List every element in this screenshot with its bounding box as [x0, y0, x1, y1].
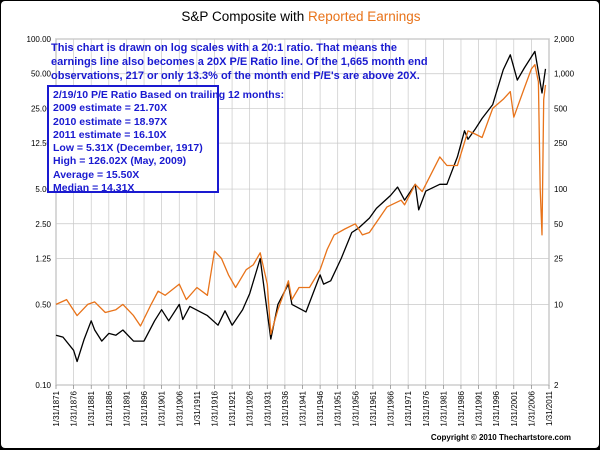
x-tick-label: 1/31/1911 — [193, 390, 202, 426]
copyright: Copyright © 2010 Thechartstore.com — [430, 433, 571, 442]
x-tick-label: 1/31/1886 — [105, 390, 114, 426]
x-tick-label: 1/31/1946 — [316, 390, 325, 426]
y-left-tick-label: 5.00 — [35, 185, 51, 194]
stats-heading: 2/19/10 P/E Ratio Based on trailing 12 m… — [53, 89, 285, 101]
x-tick-label: 1/31/1941 — [299, 390, 308, 426]
note-line: This chart is drawn on log scales with a… — [51, 42, 397, 54]
x-tick-label: 1/31/1871 — [52, 390, 61, 426]
y-left-tick-label: 0.50 — [35, 300, 51, 309]
x-tick-label: 1/31/1986 — [457, 390, 466, 426]
log-scale-note: This chart is drawn on log scales with a… — [51, 41, 521, 83]
x-tick-label: 1/31/1981 — [439, 390, 448, 426]
y-left-tick-label: 100.00 — [27, 35, 52, 44]
stats-line: Average = 15.50X — [53, 168, 140, 181]
y-right-tick-label: 500 — [554, 104, 568, 113]
y-right-tick-label: 2 — [554, 381, 559, 390]
y-left-tick-label: 25.00 — [31, 104, 52, 113]
y-right-tick-label: 25 — [554, 254, 563, 263]
x-tick-label: 1/31/2006 — [527, 390, 536, 426]
price-line — [55, 50, 547, 363]
stats-line: High = 126.02X (May, 2009) — [53, 155, 187, 168]
title-prefix: S&P Composite with — [181, 9, 308, 24]
earnings-line — [55, 63, 547, 335]
pe-stats-box: 2/19/10 P/E Ratio Based on trailing 12 m… — [47, 85, 285, 195]
y-left-tick-label: 1.25 — [35, 254, 51, 263]
y-right-tick-label: 50 — [554, 220, 563, 229]
x-tick-label: 1/31/1906 — [175, 390, 184, 426]
y-left-tick-label: 2.50 — [35, 220, 51, 229]
x-tick-label: 1/31/1876 — [70, 390, 79, 426]
y-right-tick-label: 10 — [554, 300, 563, 309]
x-tick-label: 1/31/1891 — [122, 390, 131, 426]
x-tick-label: 1/31/1926 — [246, 390, 255, 426]
y-left-tick-label: 0.10 — [35, 381, 51, 390]
series-lines — [55, 50, 547, 363]
y-right-tick-label: 250 — [554, 139, 568, 148]
stats-line: Low = 5.31X (December, 1917) — [53, 142, 203, 155]
x-tick-label: 1/31/1956 — [351, 390, 360, 426]
x-tick-label: 1/31/1951 — [334, 390, 343, 426]
chart-title: S&P Composite with Reported Earnings — [1, 9, 599, 24]
y-right-tick-label: 1,000 — [554, 70, 575, 79]
y-left-tick-label: 12.50 — [31, 139, 52, 148]
x-tick-label: 1/31/1896 — [140, 390, 149, 426]
x-tick-label: 1/31/1936 — [281, 390, 290, 426]
y-left-tick-label: 50.00 — [31, 70, 52, 79]
x-tick-label: 1/31/1961 — [369, 390, 378, 426]
x-tick-label: 1/31/1916 — [210, 390, 219, 426]
stats-line: Median = 14.31X — [53, 182, 135, 195]
stats-line: 2010 estimate = 18.97X — [53, 115, 168, 128]
x-tick-label: 1/31/1991 — [475, 390, 484, 426]
x-tick-label: 1/31/1881 — [87, 390, 96, 426]
x-tick-label: 1/31/1966 — [387, 390, 396, 426]
x-tick-label: 1/31/1901 — [158, 390, 167, 426]
x-tick-label: 1/31/1971 — [404, 390, 413, 426]
x-tick-label: 1/31/1921 — [228, 390, 237, 426]
stats-line: 2009 estimate = 21.70X — [53, 102, 168, 115]
x-tick-label: 1/31/2001 — [510, 390, 519, 426]
y-right-tick-label: 100 — [554, 185, 568, 194]
y-right-tick-label: 2,000 — [554, 35, 575, 44]
x-tick-label: 1/31/1931 — [263, 390, 272, 426]
x-tick-label: 1/31/1996 — [492, 390, 501, 426]
note-line: earnings line also becomes a 20X P/E Rat… — [51, 56, 428, 68]
x-tick-label: 1/31/1976 — [422, 390, 431, 426]
title-highlight: Reported Earnings — [307, 9, 421, 24]
x-tick-label: 1/31/2011 — [545, 390, 554, 426]
axis-ticks: 100.00 50.00 25.00 12.50 5.00 2.50 1.25 0.50 0.1… — [27, 35, 575, 427]
note-line: observations, 217 or only 13.3% of the m… — [51, 70, 420, 82]
stats-line: 2011 estimate = 16.10X — [53, 128, 167, 141]
